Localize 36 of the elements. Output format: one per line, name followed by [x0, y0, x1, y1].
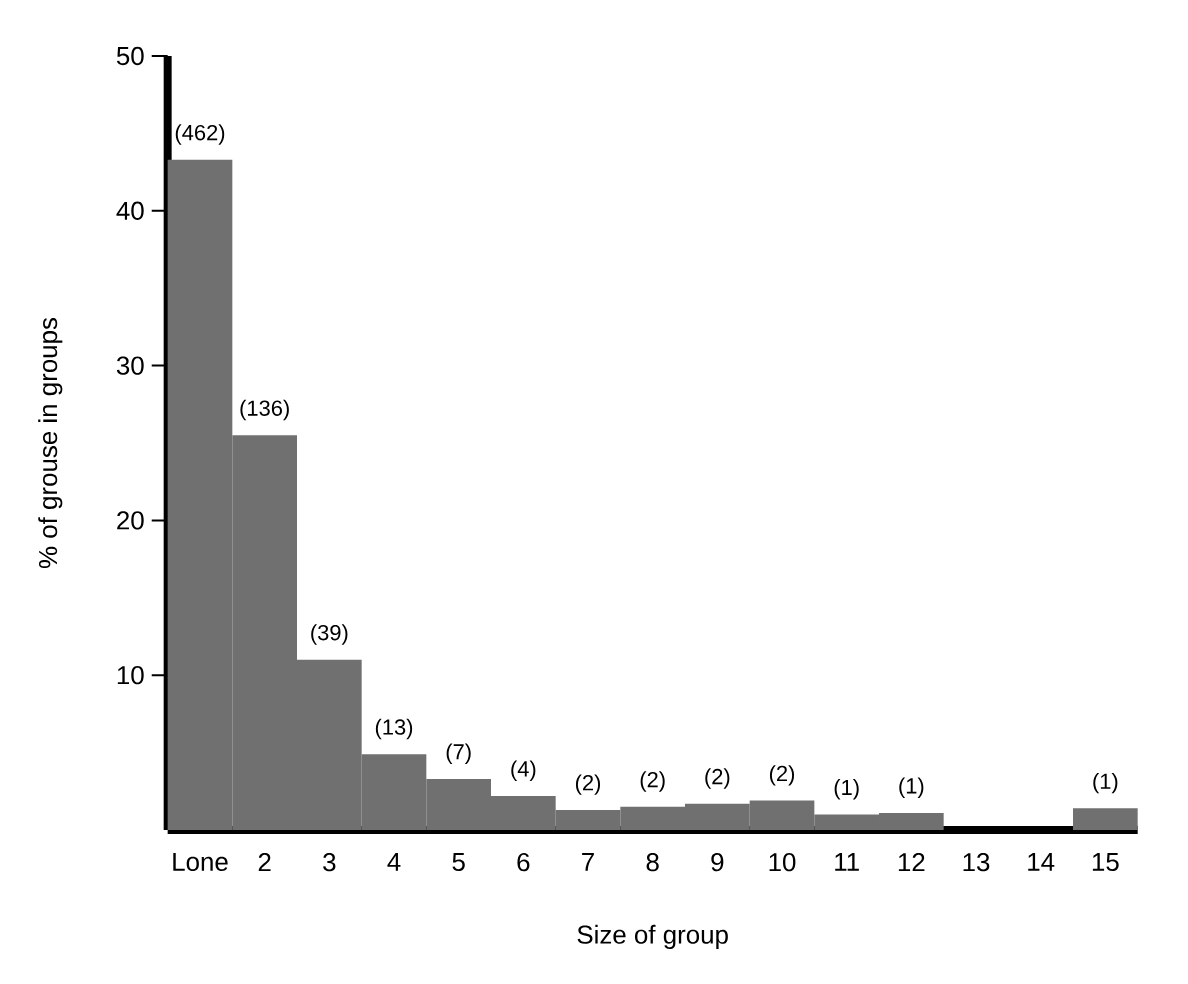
x-tick-label: 3: [323, 852, 336, 872]
annotation: (1): [834, 779, 859, 800]
annotation: (2): [769, 765, 795, 786]
y-tick-label: 20: [117, 511, 144, 530]
y-tick-label: 10: [117, 666, 144, 685]
annotation: (462): [175, 124, 225, 145]
x-axis-title: Size of group: [577, 924, 728, 949]
y-tick-label: 40: [116, 201, 144, 220]
x-tick-label: 4: [387, 852, 401, 871]
annotation: (1): [899, 777, 924, 798]
annotation: (13): [375, 718, 413, 740]
x-tick-label: 12: [898, 852, 925, 872]
annotation: (2): [575, 774, 601, 795]
y-tick-label: 50: [116, 46, 144, 66]
annotation: (1): [1093, 772, 1118, 794]
annotation: (2): [705, 768, 730, 789]
annotation: (136): [240, 399, 289, 421]
bar: [1073, 808, 1138, 830]
x-tick-label: 15: [1092, 852, 1119, 872]
annotation: (7): [446, 743, 471, 764]
x-tick-label: 2: [258, 852, 271, 872]
x-tick-label: 9: [711, 852, 724, 872]
y-tick-label: 30: [116, 356, 144, 375]
x-tick-label: 6: [517, 852, 530, 872]
x-tick-label: 11: [835, 852, 859, 871]
y-axis-title: % of grouse in groups: [38, 317, 63, 569]
x-tick-label: Lone: [173, 852, 228, 872]
annotation: (39): [311, 624, 348, 645]
x-tick-label: 5: [452, 852, 465, 872]
x-tick-label: 8: [646, 852, 659, 872]
annotation: (4): [511, 760, 536, 781]
x-tick-label: 10: [769, 852, 796, 872]
x-tick-label: 13: [963, 852, 990, 872]
annotation: (2): [640, 771, 665, 792]
x-tick-label: 14: [1028, 852, 1055, 871]
x-tick-label: 7: [582, 852, 594, 871]
